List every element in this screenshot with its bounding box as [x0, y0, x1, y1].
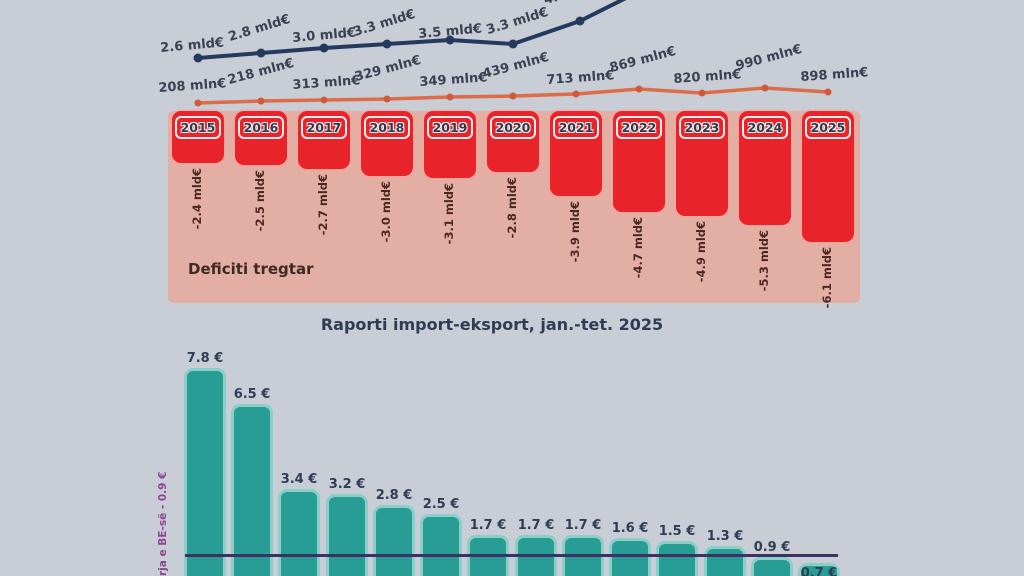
year-badge: 2023: [678, 116, 726, 139]
ratio-chart-title: Raporti import-eksport, jan.-tet. 2025: [320, 315, 664, 334]
ratio-bar: [231, 404, 273, 576]
year-badge: 2025: [804, 116, 852, 139]
deficit-value-label: -2.4 mld€: [190, 168, 204, 230]
year-badge: 2016: [237, 116, 285, 139]
deficit-value-label: -6.1 mld€: [820, 247, 834, 309]
blue-line-path: [197, 0, 627, 60]
eu-average-reference-line: [185, 554, 838, 557]
deficit-bar-2017: 2017: [298, 111, 350, 169]
ratio-bar: [420, 514, 462, 576]
ratio-bar-label: 2.5 €: [422, 497, 460, 512]
year-badge: 2020: [489, 116, 537, 139]
ratio-bar: [278, 489, 320, 576]
deficit-value-label: -2.8 mld€: [505, 177, 519, 239]
deficit-bar-2018: 2018: [361, 111, 413, 176]
ratio-bar-label: 1.5 €: [658, 524, 696, 539]
year-badge: 2019: [426, 116, 474, 139]
deficit-value-label: -4.9 mld€: [694, 221, 708, 283]
ratio-bar: [184, 368, 226, 576]
ratio-bar: [704, 546, 746, 576]
ratio-bar-label: 7.8 €: [186, 351, 224, 366]
deficit-bar-2015: 2015: [172, 111, 224, 163]
deficit-value-label: -3.9 mld€: [568, 201, 582, 263]
year-badge: 2021: [552, 116, 600, 139]
deficit-value-label: -2.5 mld€: [253, 170, 267, 232]
ratio-bar: [751, 557, 793, 576]
ratio-bar-label: 0.9 €: [753, 540, 791, 555]
ratio-bar: [656, 541, 698, 576]
deficit-value-label: -3.0 mld€: [379, 181, 393, 243]
deficit-bar-2023: 2023: [676, 111, 728, 216]
ratio-bar: [798, 563, 840, 576]
deficit-value-label: -4.7 mld€: [631, 217, 645, 279]
ratio-bar-label: 1.7 €: [469, 518, 507, 533]
ratio-bar-label: 2.8 €: [375, 488, 413, 503]
deficit-bar-2020: 2020: [487, 111, 539, 172]
deficit-value-label: -3.1 mld€: [442, 183, 456, 245]
ratio-bar: [326, 494, 368, 576]
deficit-bar-2025: 2025: [802, 111, 854, 242]
deficit-value-label: -2.7 mld€: [316, 174, 330, 236]
ratio-bar-label: 1.3 €: [706, 529, 744, 544]
ratio-bar-label: 0.7 €: [800, 566, 838, 576]
blue-line-markers: [193, 16, 585, 63]
ratio-bar-label: 1.7 €: [517, 518, 555, 533]
deficit-bar-2022: 2022: [613, 111, 665, 212]
deficit-bar-2024: 2024: [739, 111, 791, 225]
year-badge: 2015: [174, 116, 222, 139]
year-badge: 2024: [741, 116, 789, 139]
ratio-bar-label: 3.2 €: [328, 477, 366, 492]
deficit-bar-2016: 2016: [235, 111, 287, 165]
ratio-bar: [373, 505, 415, 576]
deficit-value-label: -5.3 mld€: [757, 230, 771, 292]
ratio-bar-label: 6.5 €: [233, 387, 271, 402]
deficit-bar-2021: 2021: [550, 111, 602, 196]
deficit-bar-2019: 2019: [424, 111, 476, 178]
ratio-bar-label: 3.4 €: [280, 472, 318, 487]
ratio-bar: [609, 538, 651, 576]
year-badge: 2018: [363, 116, 411, 139]
eu-average-axis-label: rja e BE-së - 0.9 €: [157, 471, 169, 576]
orange-line-markers: [194, 84, 832, 107]
year-badge: 2017: [300, 116, 348, 139]
year-badge: 2022: [615, 116, 663, 139]
ratio-bar-label: 1.6 €: [611, 521, 649, 536]
trade-lines-chart: [193, 0, 832, 107]
ratio-bar-label: 1.7 €: [564, 518, 602, 533]
deficit-caption: Deficiti tregtar: [188, 260, 314, 278]
